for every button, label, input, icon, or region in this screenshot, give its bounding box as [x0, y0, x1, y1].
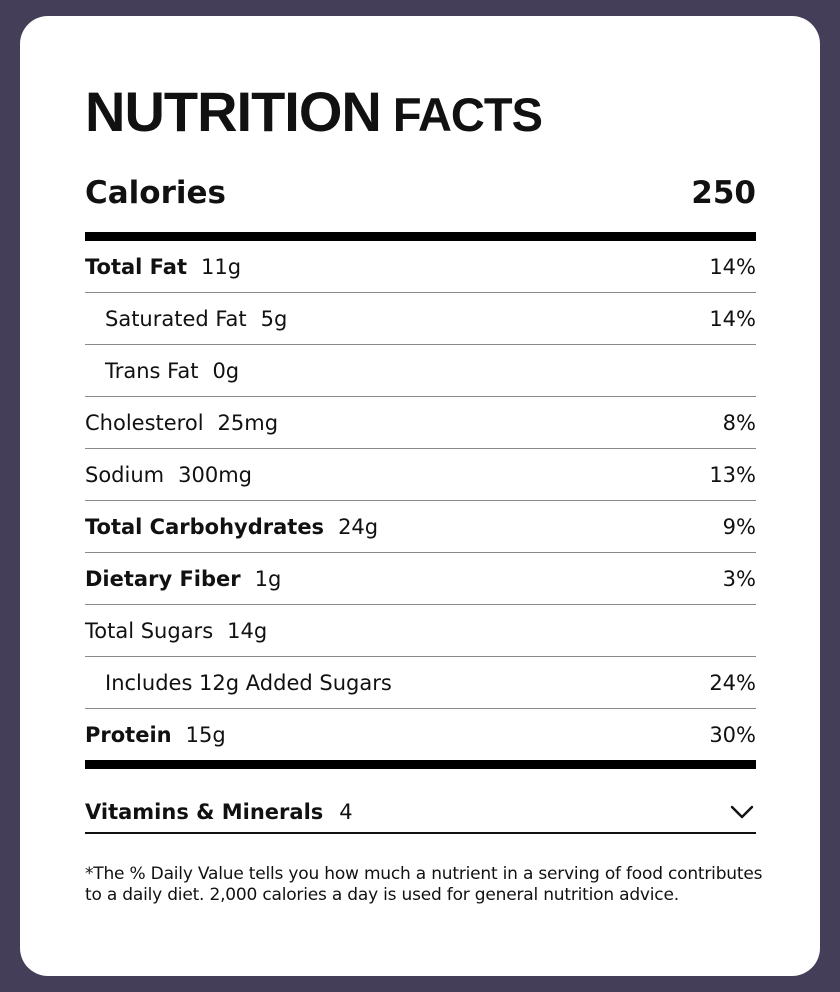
- nutrient-row: Dietary Fiber 1g 3%: [85, 553, 756, 605]
- nutrient-label-group: Total Fat 11g: [85, 255, 241, 279]
- nutrient-name: Protein: [85, 723, 172, 747]
- calories-row: Calories 250: [85, 172, 756, 214]
- nutrient-label-group: Protein 15g: [85, 723, 226, 747]
- daily-value-percent: 14%: [709, 254, 756, 279]
- nutrient-amount: 15g: [185, 723, 226, 747]
- daily-value-percent: 24%: [709, 670, 756, 695]
- nutrient-label-group: Saturated Fat 5g: [85, 307, 287, 331]
- calories-label: Calories: [85, 175, 226, 211]
- nutrient-amount: 14g: [227, 618, 268, 643]
- title-word-facts: FACTS: [392, 88, 543, 141]
- chevron-down-icon[interactable]: [730, 804, 754, 820]
- title-word-nutrition: NUTRITION: [85, 80, 382, 143]
- daily-value-percent: 14%: [709, 306, 756, 331]
- nutrient-row: Total Fat 11g 14%: [85, 241, 756, 293]
- daily-value-footnote: *The % Daily Value tells you how much a …: [85, 864, 763, 905]
- nutrient-label-group: Total Carbohydrates 24g: [85, 515, 378, 539]
- nutrient-amount: 0g: [212, 358, 240, 383]
- nutrient-row: Trans Fat 0g: [85, 345, 756, 397]
- nutrient-row: Sodium 300mg 13%: [85, 449, 756, 501]
- nutrient-row: Protein 15g 30%: [85, 709, 756, 761]
- daily-value-percent: 30%: [709, 723, 756, 747]
- nutrient-name: Cholesterol: [85, 410, 204, 435]
- thick-divider-bottom: [85, 760, 756, 769]
- nutrient-row: Cholesterol 25mg 8%: [85, 397, 756, 449]
- nutrient-name: Saturated Fat: [105, 306, 247, 331]
- nutrient-name: Sodium: [85, 462, 165, 487]
- nutrient-row: Total Sugars 14g: [85, 605, 756, 657]
- nutrient-label-group: Includes 12g Added Sugars: [85, 671, 392, 695]
- thick-divider-top: [85, 232, 756, 241]
- daily-value-percent: 8%: [722, 410, 756, 435]
- nutrient-amount: 25mg: [217, 410, 279, 435]
- nutrient-label-group: Cholesterol 25mg: [85, 411, 278, 435]
- nutrient-row: Includes 12g Added Sugars 24%: [85, 657, 756, 709]
- vitamins-minerals-label-group: Vitamins & Minerals 4: [85, 800, 353, 824]
- nutrient-label-group: Sodium 300mg: [85, 463, 252, 487]
- nutrient-row: Saturated Fat 5g 14%: [85, 293, 756, 345]
- nutrient-amount: 5g: [260, 306, 288, 331]
- vitamins-minerals-label: Vitamins & Minerals: [85, 800, 324, 824]
- nutrient-amount: 1g: [254, 566, 282, 591]
- nutrient-list: Total Fat 11g 14% Saturated Fat 5g 14% Trans F…: [85, 241, 756, 761]
- vitamins-minerals-count: 4: [339, 800, 353, 824]
- daily-value-percent: 13%: [709, 462, 756, 487]
- daily-value-percent: 9%: [722, 514, 756, 539]
- nutrient-name: Total Sugars: [85, 618, 214, 643]
- calories-value: 250: [691, 175, 756, 211]
- nutrient-amount: 24g: [338, 514, 379, 539]
- nutrient-label-group: Total Sugars 14g: [85, 619, 267, 643]
- nutrient-amount: 300mg: [178, 462, 252, 487]
- nutrient-name: Total Carbohydrates: [85, 514, 325, 539]
- panel-title: NUTRITION FACTS: [85, 80, 543, 157]
- nutrient-label-group: Dietary Fiber 1g: [85, 567, 281, 591]
- nutrient-label-group: Trans Fat 0g: [85, 359, 239, 383]
- nutrient-name: Dietary Fiber: [85, 566, 241, 591]
- nutrition-card: NUTRITION FACTS Calories 250 Total Fat 11g…: [20, 16, 820, 976]
- vitamins-minerals-toggle[interactable]: Vitamins & Minerals 4: [85, 792, 756, 834]
- nutrient-amount: 11g: [201, 254, 242, 279]
- daily-value-percent: 3%: [722, 566, 756, 591]
- nutrient-name: Trans Fat: [105, 358, 199, 383]
- nutrient-name: Total Fat: [85, 254, 188, 279]
- nutrient-name: Includes 12g Added Sugars: [105, 670, 392, 695]
- nutrient-row: Total Carbohydrates 24g 9%: [85, 501, 756, 553]
